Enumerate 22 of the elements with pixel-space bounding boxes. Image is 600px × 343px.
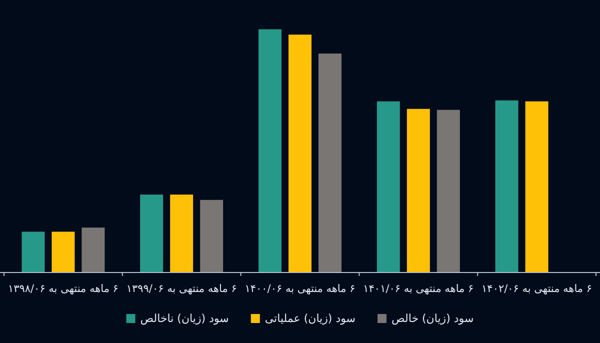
legend-label: سود (زیان) ناخالص	[140, 312, 229, 325]
x-tick-label: ۶ ماهه منتهی به ۱۴۰۱/۰۶	[363, 283, 474, 295]
bar	[82, 228, 105, 272]
x-tick-label: ۶ ماهه منتهی به ۱۴۰۲/۰۶	[482, 283, 592, 295]
legend-label: سود (زیان) خالص	[392, 312, 474, 325]
bar	[288, 34, 312, 272]
bar	[436, 110, 460, 272]
bar	[318, 54, 342, 272]
x-tick-label: ۶ ماهه منتهی به ۱۳۹۸/۰۶	[8, 283, 118, 295]
x-tick-label: ۶ ماهه منتهی به ۱۳۹۹/۰۶	[126, 283, 237, 295]
bar	[495, 100, 518, 272]
bar	[406, 108, 430, 272]
bar	[258, 29, 282, 272]
x-tick-label: ۶ ماهه منتهی به ۱۴۰۰/۰۶	[244, 283, 356, 295]
bar	[200, 200, 224, 272]
bar	[170, 194, 194, 272]
bar	[140, 194, 164, 272]
bar	[52, 232, 75, 272]
bar	[376, 101, 400, 272]
legend-label: سود (زیان) عملیاتی	[264, 312, 356, 325]
bar	[525, 101, 548, 272]
bar	[22, 232, 45, 272]
